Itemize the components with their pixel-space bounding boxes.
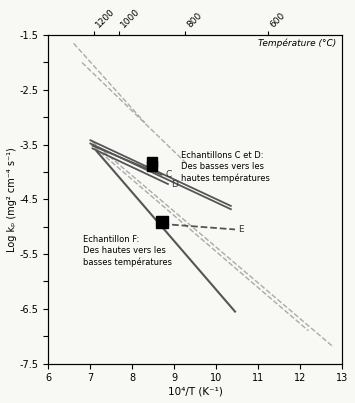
Y-axis label: Log kₚ (mg² cm⁻⁴ s⁻¹): Log kₚ (mg² cm⁻⁴ s⁻¹) [7,147,17,252]
Text: E: E [238,225,244,234]
X-axis label: 10⁴/T (K⁻¹): 10⁴/T (K⁻¹) [168,386,223,396]
Text: Echantillons C et D:
Des basses vers les
hautes températures: Echantillons C et D: Des basses vers les… [180,151,269,183]
Text: F: F [163,218,168,227]
Text: Température (°C): Température (°C) [258,38,336,48]
Text: Echantillon F:
Des hautes vers les
basses températures: Echantillon F: Des hautes vers les basse… [83,235,172,267]
Text: C: C [165,170,171,179]
Text: D: D [171,179,178,189]
